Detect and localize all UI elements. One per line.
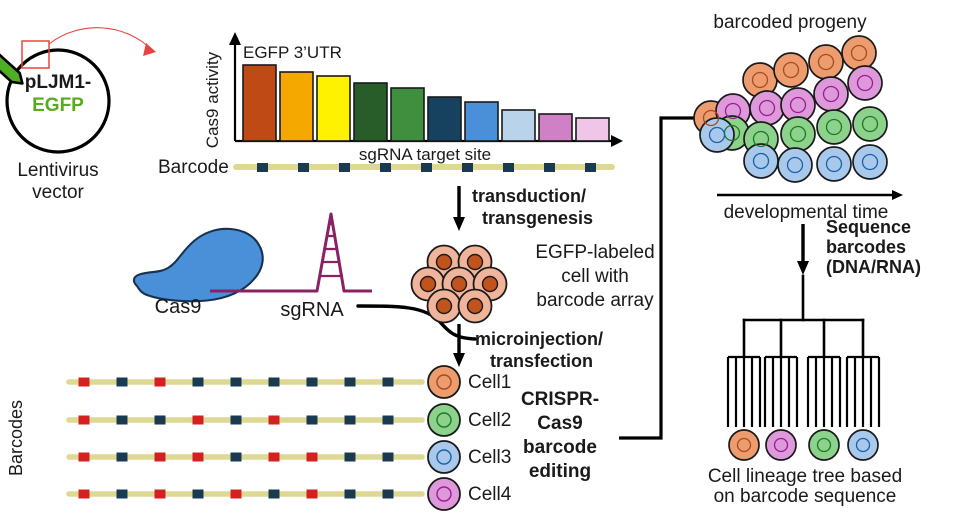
svg-text:Cell lineage tree based: Cell lineage tree based xyxy=(708,466,902,487)
svg-text:on barcode sequence: on barcode sequence xyxy=(714,486,897,507)
